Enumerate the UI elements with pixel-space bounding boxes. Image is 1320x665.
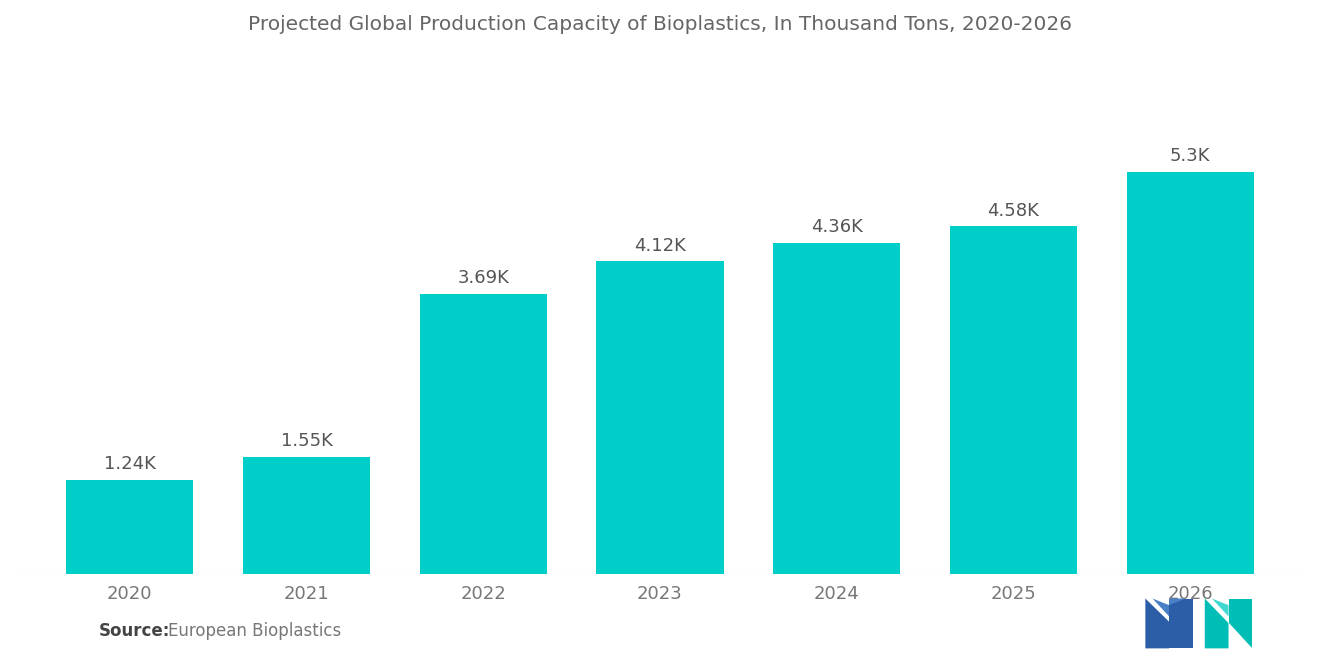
Polygon shape [1229,598,1253,648]
Bar [774,243,900,575]
Text: 1.55K: 1.55K [281,432,333,450]
Text: 4.12K: 4.12K [634,237,686,255]
Polygon shape [1152,598,1170,616]
Bar [950,226,1077,575]
Polygon shape [1212,598,1229,616]
Text: 3.69K: 3.69K [457,269,510,287]
Bar [1126,172,1254,575]
Title: Projected Global Production Capacity of Bioplastics, In Thousand Tons, 2020-2026: Projected Global Production Capacity of … [248,15,1072,34]
Text: 1.24K: 1.24K [104,456,156,473]
Polygon shape [1205,598,1229,648]
Polygon shape [1170,598,1185,605]
Text: European Bioplastics: European Bioplastics [168,622,341,640]
Text: 4.36K: 4.36K [810,218,863,236]
Text: Source:: Source: [99,622,170,640]
Text: 5.3K: 5.3K [1170,147,1210,165]
Bar [66,480,194,575]
Bar [420,294,546,575]
Bar [597,261,723,575]
Bar [243,457,370,575]
Polygon shape [1146,598,1170,648]
Polygon shape [1170,598,1193,648]
Text: 4.58K: 4.58K [987,201,1039,219]
